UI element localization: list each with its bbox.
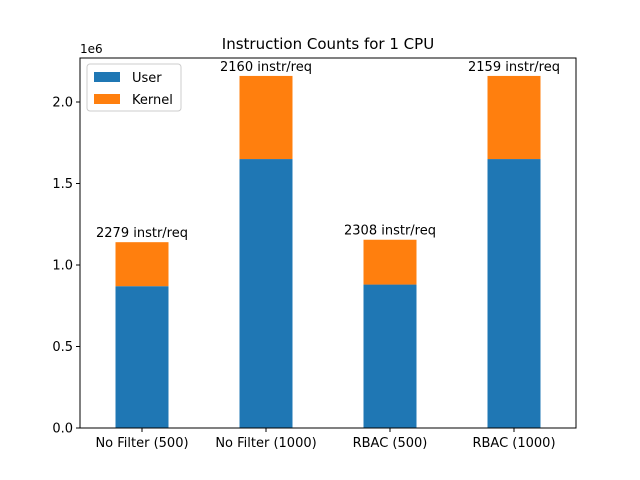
bars-layer — [115, 75, 541, 429]
x-tick-label-0: No Filter (500) — [95, 436, 188, 451]
bar-user-0 — [115, 286, 169, 428]
x-axis: No Filter (500) No Filter (1000) RBAC (500… — [95, 428, 556, 451]
bar-labels-layer: 2279 instr/req 2160 instr/req 2308 instr/r… — [96, 60, 560, 241]
bar-total-label-3: 2159 instr/req — [468, 60, 560, 75]
legend-label-kernel: Kernel — [132, 93, 173, 108]
y-tick-label-2: 1.0 — [52, 259, 73, 274]
y-offset-label: 1e6 — [80, 42, 103, 56]
bar-kernel-3 — [487, 75, 541, 160]
y-tick-label-0: 0.0 — [52, 422, 73, 437]
y-tick-label-3: 1.5 — [52, 177, 73, 192]
bar-user-1 — [239, 159, 293, 429]
bar-user-2 — [363, 284, 417, 428]
legend-label-user: User — [132, 71, 162, 86]
plot-frame — [79, 57, 577, 429]
x-tick-label-2: RBAC (500) — [353, 436, 428, 451]
y-tick-label-4: 2.0 — [52, 96, 73, 111]
legend-swatch-kernel — [94, 94, 120, 104]
y-tick-label-1: 0.5 — [52, 340, 73, 355]
bar-kernel-0 — [115, 242, 169, 287]
bar-kernel-2 — [363, 239, 417, 285]
legend-swatch-user — [94, 72, 120, 82]
bar-total-label-2: 2308 instr/req — [344, 224, 436, 239]
bar-user-3 — [487, 159, 541, 429]
legend: User Kernel — [86, 63, 182, 112]
x-tick-label-3: RBAC (1000) — [472, 436, 555, 451]
chart-title: Instruction Counts for 1 CPU — [222, 35, 434, 53]
y-axis: 0.0 0.5 1.0 1.5 2.0 — [52, 96, 80, 437]
bar-total-label-1: 2160 instr/req — [220, 60, 312, 75]
x-tick-label-1: No Filter (1000) — [215, 436, 316, 451]
bar-kernel-1 — [239, 75, 293, 160]
bar-total-label-0: 2279 instr/req — [96, 226, 188, 241]
